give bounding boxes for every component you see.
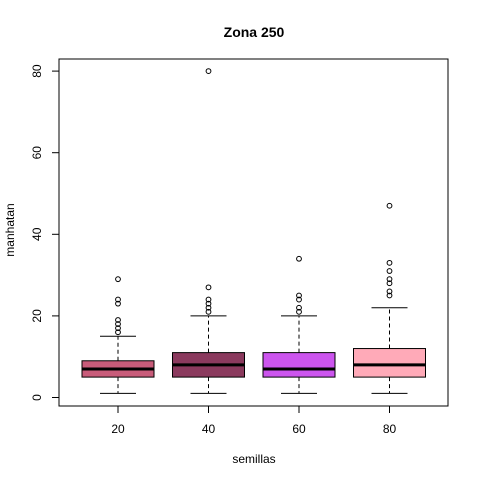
outlier-point — [115, 276, 121, 283]
outlier-point — [296, 296, 302, 303]
outlier-point — [205, 300, 212, 307]
x-tick-label: 40 — [202, 422, 216, 436]
x-tick-label: 80 — [383, 422, 397, 436]
y-tick-label: 0 — [30, 394, 44, 401]
x-tick-label: 60 — [292, 422, 306, 436]
outlier-point — [205, 296, 212, 303]
outlier-point — [296, 255, 302, 262]
outlier-point — [115, 296, 121, 303]
y-tick-label: 80 — [30, 64, 44, 78]
outlier-point — [115, 321, 121, 327]
outlier-point — [205, 304, 212, 311]
outlier-point — [296, 304, 302, 311]
x-tick-label: 20 — [111, 422, 125, 436]
outlier-point — [205, 68, 212, 74]
box-80 — [353, 348, 426, 378]
y-tick-label: 40 — [30, 227, 44, 241]
outlier-point — [115, 325, 121, 332]
outlier-point — [205, 308, 212, 315]
outlier-point — [386, 268, 393, 274]
outlier-point — [386, 202, 393, 209]
chart-title: Zona 250 — [224, 24, 285, 40]
y-tick-label: 60 — [30, 146, 44, 160]
outlier-point — [115, 329, 121, 336]
outlier-point — [205, 284, 212, 291]
outlier-point — [386, 288, 393, 295]
y-tick-label: 20 — [30, 309, 44, 323]
outlier-point — [386, 259, 393, 266]
x-axis-label: semillas — [232, 452, 275, 466]
y-axis-label: manhatan — [3, 203, 17, 256]
outlier-point — [115, 300, 121, 307]
plot-marks: 0 20 40 60 80 20 40 60 80 — [30, 64, 426, 436]
outlier-point — [386, 276, 393, 283]
outlier-point — [296, 292, 302, 299]
outlier-point — [386, 280, 393, 287]
box-60 — [262, 352, 336, 378]
outlier-point — [115, 317, 121, 323]
outlier-point — [386, 292, 393, 299]
outlier-point — [296, 308, 302, 315]
